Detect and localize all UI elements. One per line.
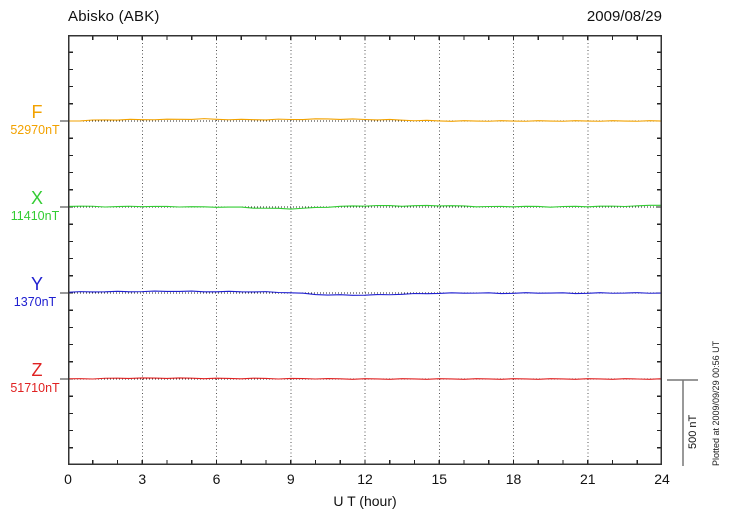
scale-bar-label: 500 nT	[687, 414, 699, 449]
x-tick-label-15: 15	[431, 471, 448, 487]
x-tick-label-9: 9	[286, 471, 295, 487]
x-tick-label-24: 24	[654, 471, 670, 487]
trace-value-F: 52970nT	[10, 123, 60, 137]
trace-letter-X: X	[30, 188, 43, 208]
trace-letter-Y: Y	[30, 274, 43, 294]
trace-value-Z: 51710nT	[10, 381, 60, 395]
date-label: 2009/08/29	[586, 8, 662, 25]
x-tick-label-12: 12	[357, 471, 373, 487]
plot-frame	[68, 35, 662, 465]
trace-letter-Z: Z	[31, 360, 43, 380]
x-tick-label-3: 3	[138, 471, 147, 487]
plotted-at-note: Plotted at 2009/09/29 00:56 UT	[711, 340, 721, 466]
plot-area	[60, 35, 662, 465]
trace-F	[67, 118, 662, 122]
trace-X	[67, 204, 662, 210]
plot-canvas	[60, 35, 662, 465]
x-tick-label-0: 0	[64, 471, 72, 487]
x-tick-label-6: 6	[212, 471, 221, 487]
trace-Y	[67, 290, 662, 296]
x-tick-label-18: 18	[505, 471, 522, 487]
x-tick-label-21: 21	[579, 471, 596, 487]
scale-bar	[667, 379, 698, 466]
trace-letter-F: F	[31, 102, 43, 122]
trace-value-X: 11410nT	[10, 209, 60, 223]
trace-Z	[67, 377, 662, 380]
trace-value-Y: 1370nT	[13, 295, 57, 309]
station-title: Abisko (ABK)	[68, 8, 160, 25]
x-axis-title: U T (hour)	[333, 493, 397, 509]
